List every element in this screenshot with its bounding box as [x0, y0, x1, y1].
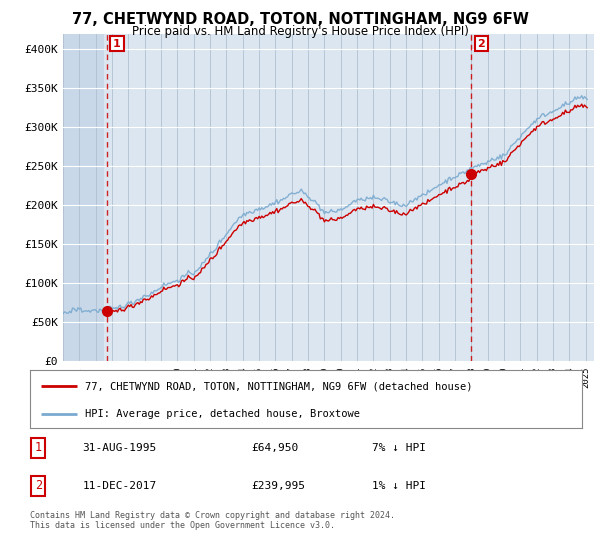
Text: Price paid vs. HM Land Registry's House Price Index (HPI): Price paid vs. HM Land Registry's House …: [131, 25, 469, 38]
Text: 7% ↓ HPI: 7% ↓ HPI: [372, 443, 426, 453]
Text: £239,995: £239,995: [251, 480, 305, 491]
Text: 2: 2: [478, 39, 485, 49]
Text: Contains HM Land Registry data © Crown copyright and database right 2024.
This d: Contains HM Land Registry data © Crown c…: [30, 511, 395, 530]
Text: 1: 1: [113, 39, 121, 49]
Text: 1: 1: [35, 441, 42, 454]
Bar: [63, 17, 104, 361]
Text: 1% ↓ HPI: 1% ↓ HPI: [372, 480, 426, 491]
Text: £64,950: £64,950: [251, 443, 298, 453]
Text: 77, CHETWYND ROAD, TOTON, NOTTINGHAM, NG9 6FW: 77, CHETWYND ROAD, TOTON, NOTTINGHAM, NG…: [71, 12, 529, 27]
Text: 31-AUG-1995: 31-AUG-1995: [82, 443, 157, 453]
Text: HPI: Average price, detached house, Broxtowe: HPI: Average price, detached house, Brox…: [85, 409, 360, 419]
Text: 11-DEC-2017: 11-DEC-2017: [82, 480, 157, 491]
Text: 2: 2: [35, 479, 42, 492]
Text: 77, CHETWYND ROAD, TOTON, NOTTINGHAM, NG9 6FW (detached house): 77, CHETWYND ROAD, TOTON, NOTTINGHAM, NG…: [85, 381, 473, 391]
